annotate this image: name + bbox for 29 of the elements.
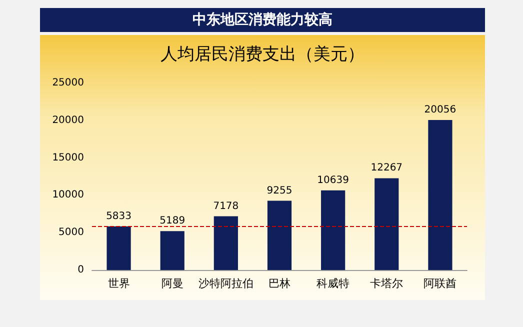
bar (160, 231, 184, 270)
chart-subtitle: 人均居民消费支出（美元） (160, 44, 364, 64)
y-tick-label: 10000 (52, 190, 84, 201)
y-tick-label: 15000 (52, 152, 84, 164)
data-label: 5833 (106, 210, 132, 222)
x-tick-label: 世界 (108, 277, 130, 290)
data-label: 7178 (213, 200, 239, 212)
bar (214, 216, 238, 270)
y-tick-label: 5000 (58, 227, 84, 238)
x-tick-label: 卡塔尔 (370, 277, 404, 290)
y-tick-label: 25000 (52, 78, 84, 88)
bar (428, 120, 452, 270)
bar (267, 200, 292, 270)
data-label: 12267 (370, 162, 403, 174)
data-label: 9255 (266, 185, 292, 196)
bar (374, 178, 399, 270)
x-tick-label: 阿曼 (161, 277, 184, 290)
data-label: 20056 (424, 104, 456, 116)
y-tick-label: 0 (78, 264, 84, 276)
y-tick-label: 20000 (52, 114, 84, 126)
bar (321, 190, 346, 270)
x-tick-label: 科威特 (316, 277, 350, 290)
data-label: 10639 (317, 174, 349, 186)
data-label: 5189 (160, 216, 186, 227)
chart-title: 中东地区消费能力较高 (40, 8, 485, 32)
x-tick-label: 沙特阿拉伯 (198, 277, 254, 290)
bar (106, 226, 131, 270)
x-tick-label: 巴林 (268, 277, 290, 290)
x-tick-label: 阿联酋 (424, 277, 457, 290)
